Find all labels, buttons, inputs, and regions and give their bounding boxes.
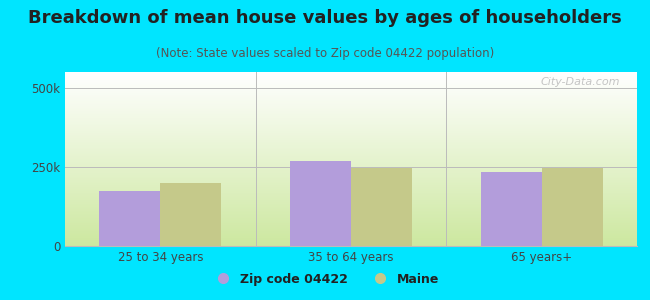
Text: City-Data.com: City-Data.com (540, 77, 620, 87)
Text: Breakdown of mean house values by ages of householders: Breakdown of mean house values by ages o… (28, 9, 622, 27)
Bar (290, 160, 351, 246)
Text: (Note: State values scaled to Zip code 04422 population): (Note: State values scaled to Zip code 0… (156, 46, 494, 59)
Legend: Zip code 04422, Maine: Zip code 04422, Maine (205, 268, 445, 291)
Bar (480, 172, 541, 246)
Bar (99, 190, 161, 246)
Bar (351, 167, 412, 246)
Bar (161, 183, 222, 246)
Bar (541, 169, 603, 246)
